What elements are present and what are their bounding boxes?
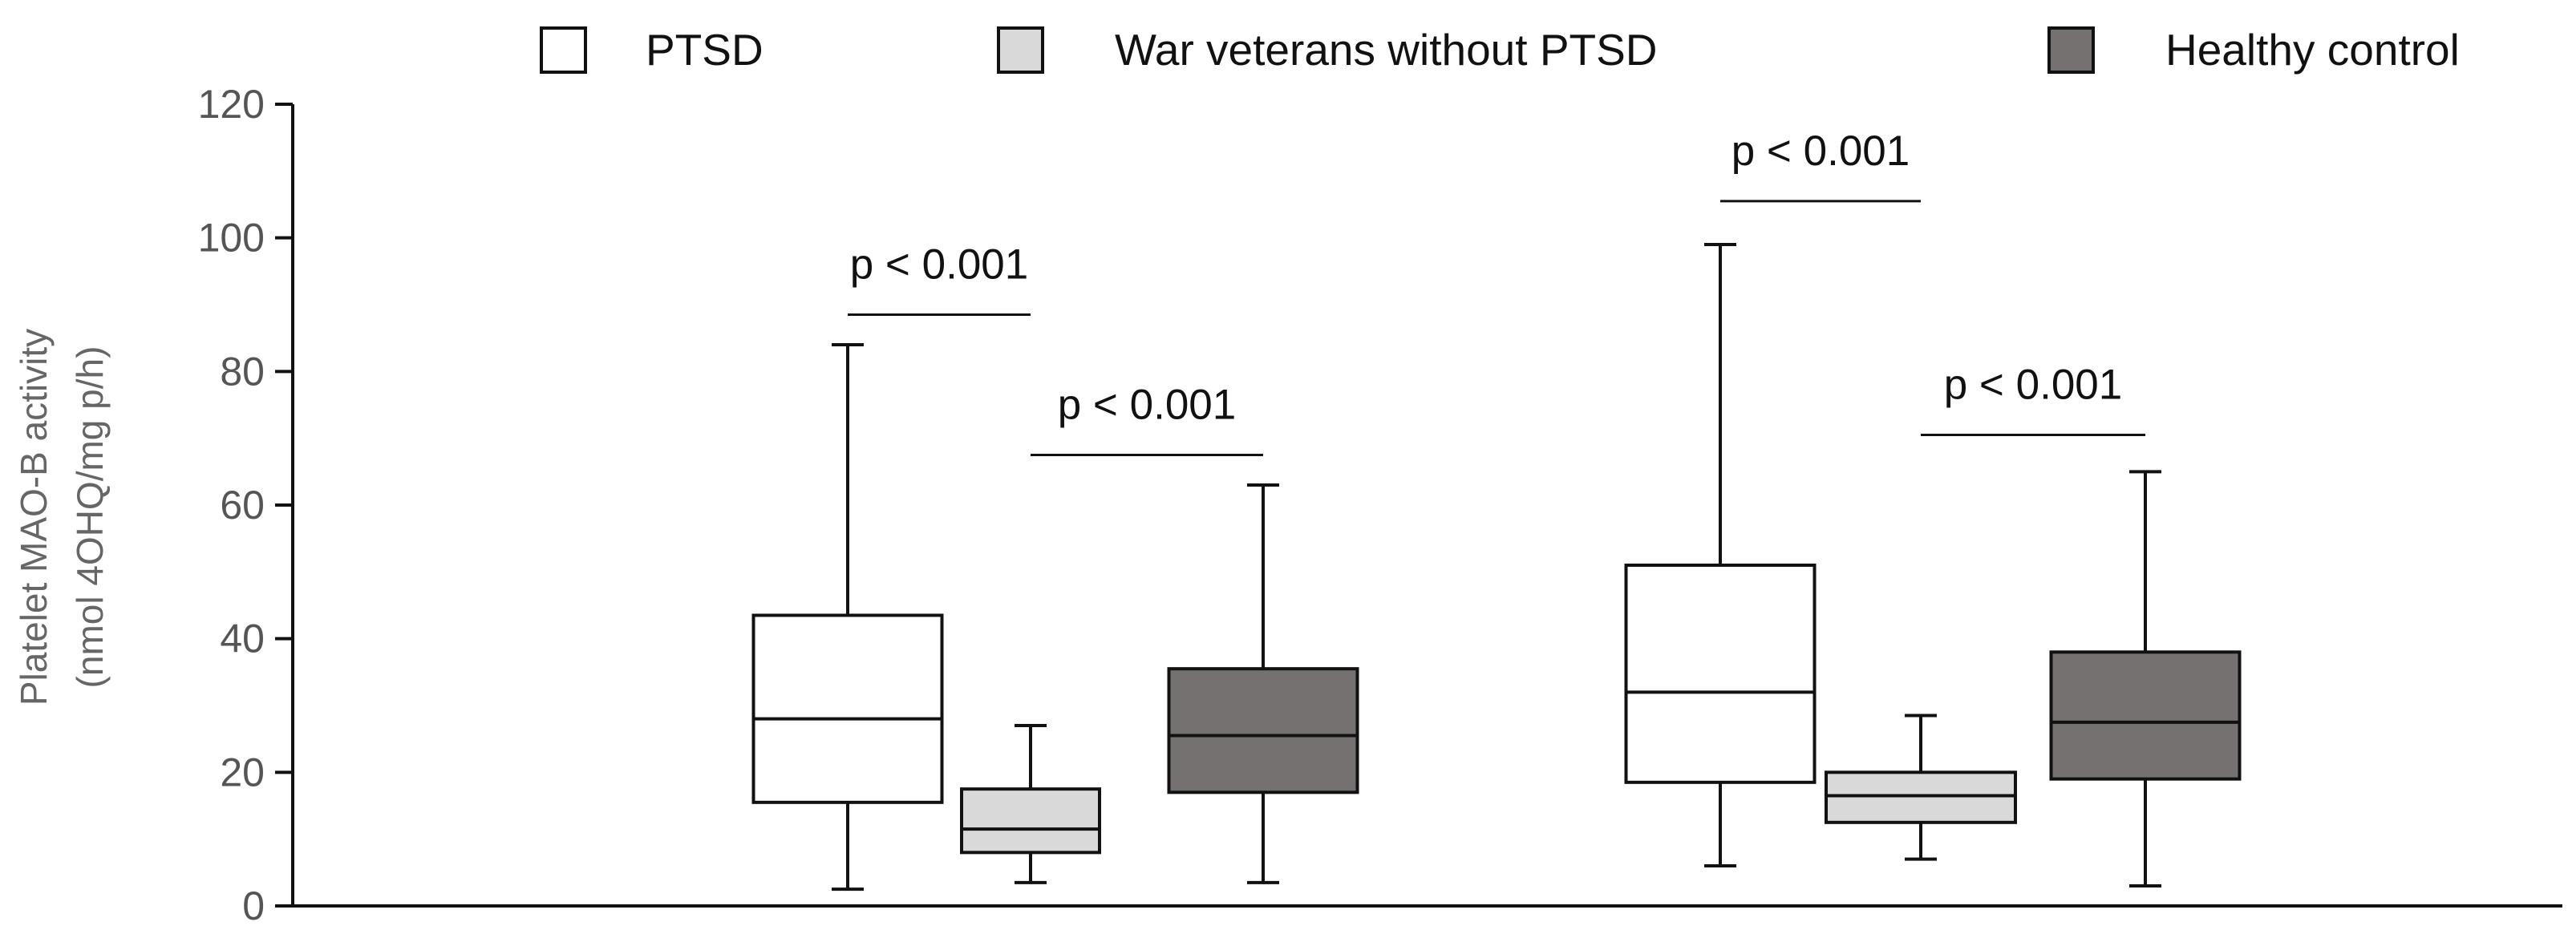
- box: [751, 343, 944, 891]
- p-value-label: p < 0.001: [850, 241, 1029, 289]
- box: [1167, 483, 1359, 884]
- y-tick-label: 80: [220, 349, 265, 394]
- p-value-label: p < 0.001: [1732, 127, 1910, 175]
- p-value-label: p < 0.001: [1944, 362, 2123, 409]
- box-group: [751, 343, 1359, 891]
- p-value-label: p < 0.001: [1058, 382, 1237, 429]
- legend-label: Healthy control: [2165, 25, 2460, 75]
- y-tick-label: 40: [220, 617, 265, 661]
- legend-label: War veterans without PTSD: [1115, 25, 1658, 75]
- box-body: [960, 787, 1101, 855]
- significance-bracket: p < 0.001: [1720, 127, 1921, 203]
- box-body: [1167, 667, 1359, 794]
- significance-bracket: p < 0.001: [848, 241, 1031, 316]
- legend: PTSD War veterans without PTSD Healthy con…: [540, 25, 2460, 75]
- box-body: [1624, 564, 1817, 784]
- y-axis-title-line1: Platelet MAO-B activity: [13, 329, 55, 705]
- y-tick-label: 100: [198, 216, 265, 261]
- box: [1624, 243, 1817, 867]
- legend-label: PTSD: [646, 25, 763, 75]
- legend-swatch: [2047, 26, 2095, 74]
- legend-swatch: [540, 26, 587, 74]
- box: [1825, 714, 2017, 861]
- y-tick-label: 120: [198, 82, 265, 127]
- y-tick-label: 0: [242, 883, 265, 928]
- legend-swatch: [997, 26, 1044, 74]
- box: [960, 724, 1101, 884]
- box-group: [1624, 243, 2242, 887]
- box-body: [1825, 770, 2017, 824]
- box-body: [2049, 650, 2242, 781]
- box-body: [751, 613, 944, 804]
- box: [2049, 470, 2242, 887]
- y-axis: 0 20 40 60 80 100 120: [198, 82, 2562, 928]
- significance-bracket: p < 0.001: [1921, 362, 2145, 436]
- y-tick-label: 60: [220, 483, 265, 528]
- significance-bracket: p < 0.001: [1031, 382, 1263, 456]
- y-axis-title-line2: (nmol 4OHQ/mg p/h): [69, 346, 111, 689]
- significance-annotations: p < 0.001 p < 0.001 p < 0.001 p < 0.001: [848, 127, 2145, 456]
- y-tick-label: 20: [220, 750, 265, 794]
- box-groups: [751, 243, 2242, 891]
